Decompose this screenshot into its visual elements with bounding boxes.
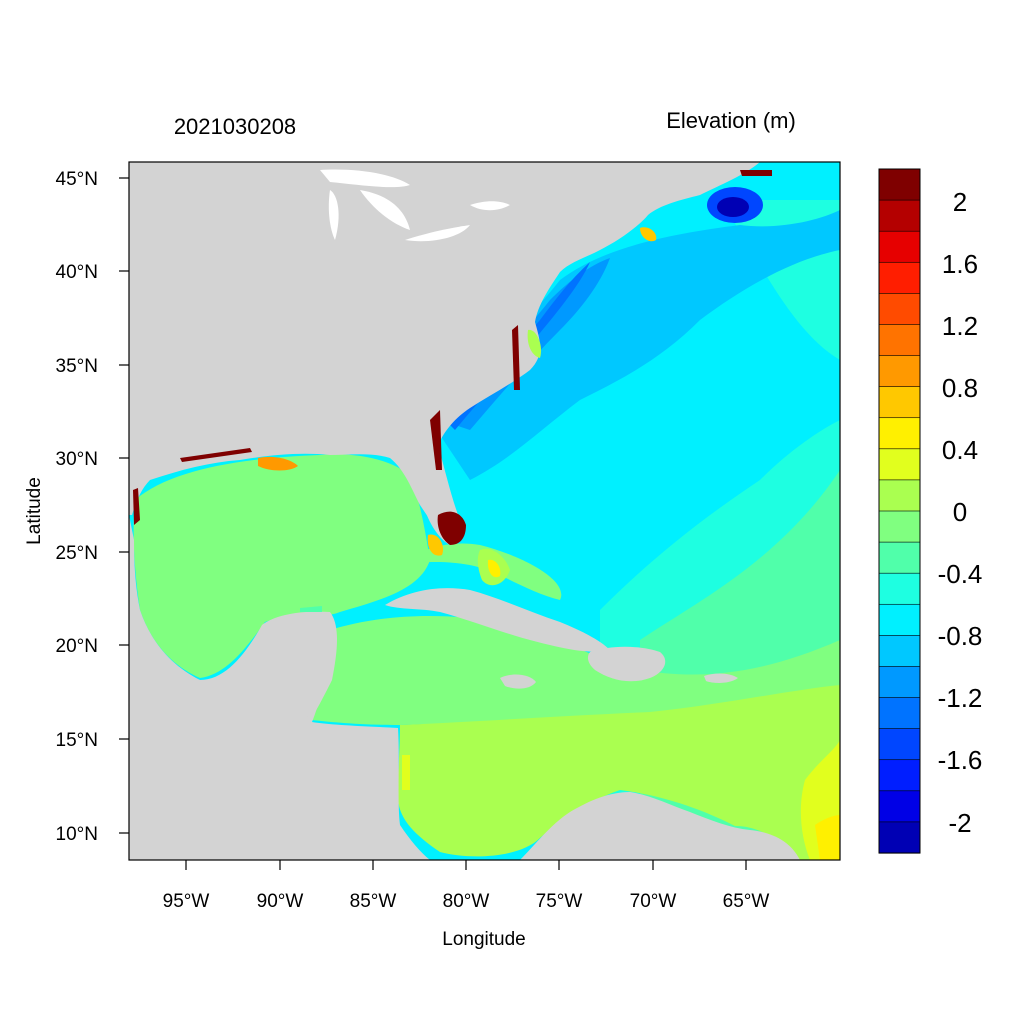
x-tick-label: 85°W <box>350 891 397 912</box>
colorbar: 2 1.6 1.2 0.8 0.4 0 -0.4 -0.8 -1.2 -1.6 … <box>878 168 983 854</box>
lake-superior <box>320 169 410 188</box>
colorbar-block <box>878 603 921 636</box>
florida-straits <box>400 543 562 600</box>
colorbar-block <box>878 666 921 699</box>
colorbar-frame <box>878 168 921 854</box>
yucatan <box>261 611 337 720</box>
texas-surge <box>133 488 140 525</box>
gulf-coast-surge <box>180 448 252 462</box>
x-tick-label: 80°W <box>443 891 490 912</box>
new-england-surge <box>640 227 657 242</box>
colorbar-label: 0 <box>953 497 967 527</box>
map-plot <box>129 162 840 860</box>
mosquito-coast-patch <box>402 755 410 790</box>
y-axis <box>119 177 129 834</box>
gulf-of-maine-core <box>717 197 749 217</box>
x-axis-title: Longitude <box>442 929 525 950</box>
x-tick-label: 95°W <box>163 891 210 912</box>
nova-scotia-surge <box>740 170 772 176</box>
x-tick-labels: 95°W 90°W 85°W 80°W 75°W 70°W 65°W <box>163 891 770 912</box>
plot-frame <box>128 161 841 861</box>
y-tick-label: 30°N <box>56 449 98 470</box>
y-tick-label: 40°N <box>56 262 98 283</box>
date-label: 2021030208 <box>174 114 296 139</box>
atlantic-offshore-band <box>430 210 840 480</box>
chesapeake-surge <box>527 329 542 358</box>
colorbar-block <box>878 510 921 543</box>
x-tick-label: 75°W <box>536 891 583 912</box>
lake-huron <box>360 190 410 230</box>
bahamas-patch <box>487 559 501 578</box>
colorbar-block <box>878 199 921 232</box>
colorbar-labels: 2 1.6 1.2 0.8 0.4 0 -0.4 -0.8 -1.2 -1.6 … <box>938 187 983 838</box>
y-axis-title: Latitude <box>24 477 45 545</box>
colorbar-label: 0.8 <box>942 373 978 403</box>
colorbar-label: -0.8 <box>938 621 983 651</box>
colorbar-block <box>878 759 921 792</box>
colorbar-block <box>878 479 921 512</box>
y-tick-label: 45°N <box>56 169 98 190</box>
colorbar-block <box>878 168 921 201</box>
lake-ontario <box>470 201 510 211</box>
colorbar-block <box>878 697 921 730</box>
bay-of-campeche-patch <box>300 606 322 612</box>
south-america <box>520 792 800 860</box>
south-florida-surge <box>437 511 466 545</box>
cuba <box>385 588 610 652</box>
trinidad-patch <box>815 815 840 860</box>
great-lakes <box>320 169 510 242</box>
colorbar-block <box>878 230 921 263</box>
x-tick-label: 90°W <box>257 891 304 912</box>
lake-erie <box>405 225 470 242</box>
colorbar-label: -0.4 <box>938 559 983 589</box>
colorbar-block <box>878 821 921 854</box>
colorbar-block <box>878 541 921 574</box>
puerto-rico <box>704 673 738 683</box>
colorbar-block <box>878 324 921 357</box>
variable-label: Elevation (m) <box>666 108 796 133</box>
colorbar-block <box>878 448 921 481</box>
lake-michigan <box>328 190 339 240</box>
colorbar-label: 1.6 <box>942 249 978 279</box>
louisiana-surge <box>258 456 298 471</box>
north-america <box>129 162 760 540</box>
carolina-surge <box>512 325 520 390</box>
colorbar-label: -1.2 <box>938 683 983 713</box>
x-tick-label: 70°W <box>630 891 677 912</box>
x-tick-label: 65°W <box>723 891 770 912</box>
florida-gulf-surge <box>427 534 444 556</box>
y-tick-label: 35°N <box>56 356 98 377</box>
colorbar-block <box>878 386 921 419</box>
colorbar-label: 1.2 <box>942 311 978 341</box>
colorbar-block <box>878 417 921 450</box>
colorbar-block <box>878 355 921 388</box>
x-axis <box>185 860 747 870</box>
y-tick-label: 10°N <box>56 824 98 845</box>
colorbar-label: 0.4 <box>942 435 978 465</box>
jamaica <box>500 674 536 689</box>
colorbar-block <box>878 293 921 326</box>
colorbar-label: -1.6 <box>938 745 983 775</box>
colorbar-label: -2 <box>948 808 971 838</box>
caribbean-west <box>312 615 840 725</box>
colorbar-block <box>878 261 921 294</box>
caribbean-south <box>398 685 840 860</box>
land <box>129 162 800 860</box>
colorbar-block <box>878 790 921 823</box>
y-tick-labels: 45°N 40°N 35°N 30°N 25°N 20°N 15°N 10°N <box>56 169 98 845</box>
y-tick-label: 25°N <box>56 543 98 564</box>
colorbar-label: 2 <box>953 187 967 217</box>
y-tick-label: 15°N <box>56 730 98 751</box>
gulf-of-mexico <box>133 454 430 678</box>
east-coast-surge <box>430 410 442 470</box>
colorbar-blocks <box>878 168 921 854</box>
y-tick-label: 20°N <box>56 636 98 657</box>
coastal-surge <box>133 170 772 612</box>
colorbar-block <box>878 572 921 605</box>
colorbar-block <box>878 635 921 668</box>
hispaniola <box>587 646 666 682</box>
mexico-west <box>129 515 430 860</box>
colorbar-block <box>878 728 921 761</box>
